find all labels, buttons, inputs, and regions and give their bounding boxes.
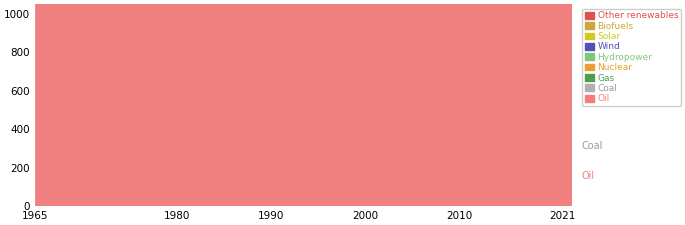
Text: Gas: Gas xyxy=(582,95,600,105)
Legend: Other renewables, Biofuels, Solar, Wind, Hydropower, Nuclear, Gas, Coal, Oil: Other renewables, Biofuels, Solar, Wind,… xyxy=(582,9,681,106)
Text: Oil: Oil xyxy=(582,171,595,181)
Text: Coal: Coal xyxy=(582,141,603,151)
